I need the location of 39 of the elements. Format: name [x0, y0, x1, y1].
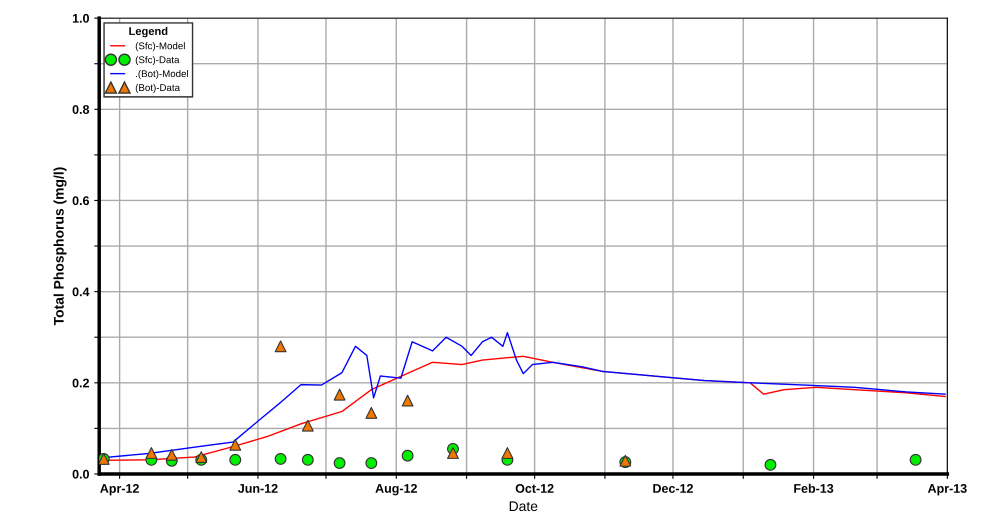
y-tick-label: 0.0: [72, 470, 89, 479]
point: [274, 340, 287, 352]
point: [365, 406, 378, 419]
y-tick-label: 0.4: [72, 287, 90, 296]
point: [402, 450, 414, 462]
point: [229, 454, 242, 466]
point: [166, 448, 178, 461]
point: [195, 451, 208, 464]
point: [145, 447, 158, 459]
point: [402, 394, 414, 407]
y-tick-label: 1.0: [72, 14, 89, 23]
point: [910, 454, 922, 466]
point: [274, 452, 287, 465]
x-tick-label: Feb-13: [794, 484, 834, 493]
x-tick-label: Dec-12: [653, 484, 693, 493]
legend-label: (Bot)-Data: [136, 84, 180, 93]
x-tick-label: Apr-13: [928, 484, 967, 496]
x-axis-title: Date: [510, 501, 538, 512]
x-tick-label: Aug-12: [375, 484, 417, 496]
y-tick-label: 0.6: [72, 196, 90, 206]
y-tick-label: 0.8: [72, 105, 90, 114]
point: [447, 447, 459, 459]
legend-title: Legend: [129, 26, 168, 38]
point: [764, 458, 776, 471]
legend-label: (Sfc)-Data: [136, 56, 180, 66]
point: [334, 388, 346, 401]
point: [501, 447, 514, 459]
point: [365, 457, 378, 469]
x-tick-label: Oct-12: [516, 484, 554, 493]
x-tick-label: Apr-12: [100, 484, 139, 496]
point: [302, 454, 314, 466]
y-tick-label: 0.2: [72, 378, 89, 388]
point: [302, 420, 314, 432]
legend-label: .(Bot)-Model: [136, 70, 188, 80]
point: [229, 438, 242, 451]
y-axis-title: Total Phosphorus (mg/l): [54, 167, 67, 326]
point: [334, 457, 346, 469]
legend-label: (Sfc)-Model: [136, 42, 185, 52]
x-tick-label: Jun-12: [238, 484, 278, 493]
